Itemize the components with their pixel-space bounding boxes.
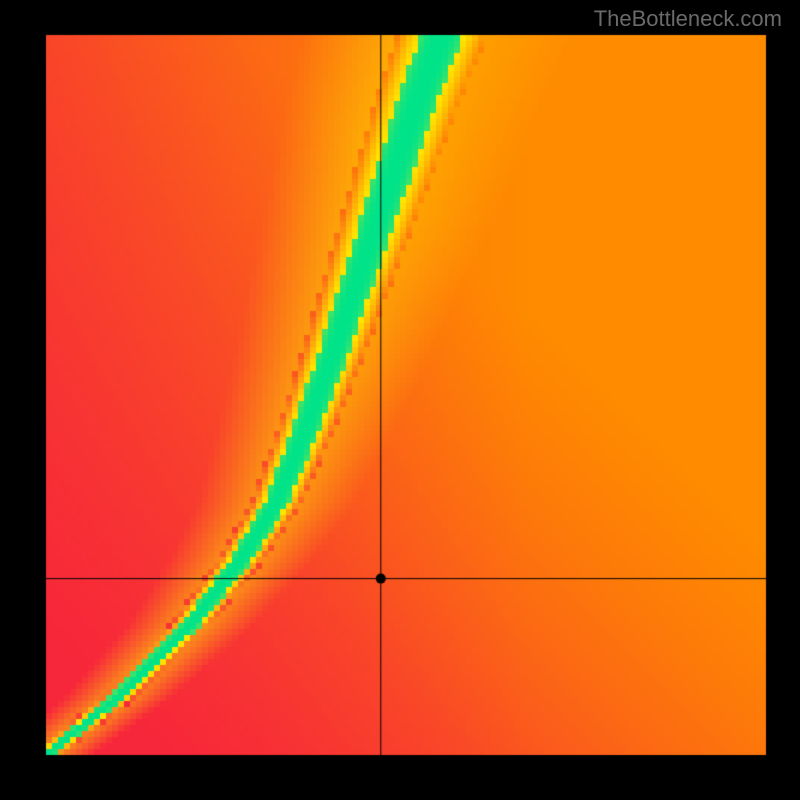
watermark-text: TheBottleneck.com: [594, 6, 782, 32]
heatmap-canvas: [0, 0, 800, 800]
